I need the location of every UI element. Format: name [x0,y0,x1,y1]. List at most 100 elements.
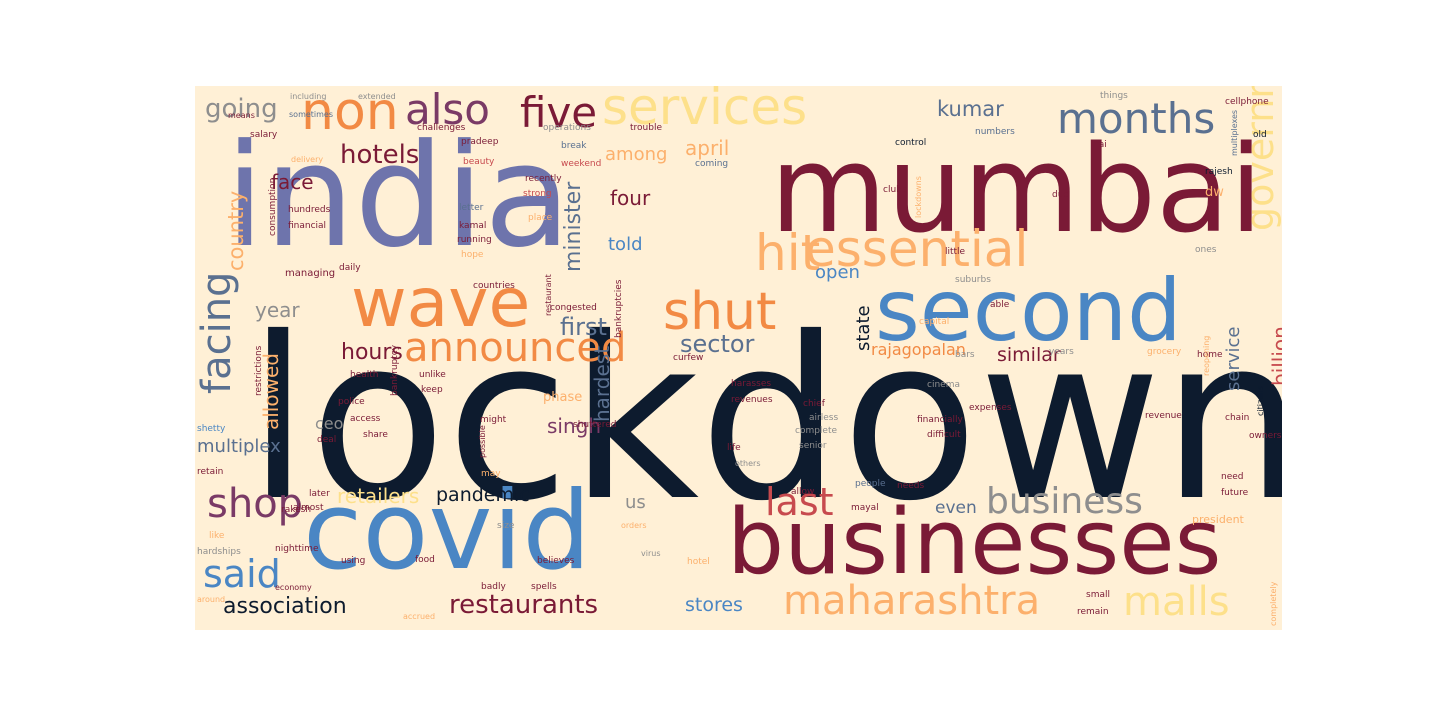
word-like: like [209,531,225,541]
word-lockdown: lockdown [247,289,1282,550]
word-health: health [350,370,379,380]
word-little: little [945,247,966,257]
word-control: control [895,138,927,148]
word-operations: operations [543,123,591,133]
word-hotel: hotel [687,557,710,567]
word-believes: believes [537,556,575,566]
word-trouble: trouble [630,123,662,133]
word-difficult: difficult [927,430,961,440]
word-allowed: allowed [259,353,283,430]
word-lockdowns: lockdowns [914,176,923,218]
word-dw: dw [1205,185,1224,200]
word-sector: sector [680,330,755,358]
word-revenue: revenue [1145,411,1182,421]
word-open: open [815,262,860,283]
word-able: able [990,300,1010,310]
word-shut: shut [663,282,777,342]
word-later: later [309,489,330,499]
word-hardships: hardships [197,547,241,557]
word-access: access [350,414,381,424]
word-hope: hope [461,250,484,260]
word-others: others [735,459,761,468]
word-virus: virus [641,549,661,558]
word-sometimes: sometimes [289,110,334,119]
word-numbers: numbers [975,127,1015,137]
word-around: around [197,595,226,604]
word-means: means [228,111,255,120]
word-shuttered: shuttered [573,420,617,430]
word-face: face [271,170,314,194]
word-harasses: harasses [731,379,772,389]
word-months: months [1057,94,1216,143]
word-chain: chain [1225,413,1250,423]
word-letter: letter [459,203,484,213]
word-completely: completely [1269,581,1278,626]
word-life: life [727,443,741,453]
word-police: police [338,397,365,407]
word-rai: rai [1095,140,1107,150]
word-coming: coming [695,159,729,169]
word-including: including [290,92,327,101]
word-mumbai: mumbai [770,121,1263,260]
word-congested: congested [550,303,597,313]
word-curfew: curfew [673,353,704,363]
word-businesses: businesses [727,490,1222,595]
word-nighttime: nighttime [275,544,319,554]
word-home: home [1197,350,1223,360]
word-bars: bars [955,350,975,360]
word-chief: chief [803,399,825,409]
word-announced: announced [404,325,627,371]
word-weekend: weekend [561,159,602,169]
word-similar: similar [997,344,1061,366]
word-last: last [765,480,834,524]
word-among: among [605,144,668,165]
word-malls: malls [1123,579,1230,625]
word-retailers: retailers [337,484,420,508]
word-unlike: unlike [419,370,446,380]
word-said: said [203,552,281,596]
word-food: food [415,555,435,565]
word-financially: financially [917,415,963,425]
word-spells: spells [531,582,557,592]
word-kamal: kamal [459,221,487,231]
word-small: small [1086,590,1110,600]
word-also: also [405,86,490,134]
word-beauty: beauty [463,157,495,167]
word-grocery: grocery [1147,347,1182,357]
word-bankruptcies: bankruptcies [614,279,624,338]
word-multiplex: multiplex [197,436,281,457]
word-consumption: consumption [268,177,278,236]
word-five: five [520,88,598,137]
word-even: even [935,498,977,518]
word-singh: singh [547,414,602,438]
word-shop: shop [207,481,304,527]
word-airless: airless [809,413,839,423]
word-second: second [875,261,1182,361]
word-running: running [457,235,492,245]
word-using: using [341,556,366,566]
word-complete: complete [795,426,838,436]
word-phase: phase [543,390,583,405]
word-minister: minister [561,181,586,272]
word-president: president [1192,513,1244,526]
word-shetty: shetty [197,424,226,434]
word-country: country [224,190,248,271]
word-remain: remain [1077,607,1109,617]
word-salary: salary [250,130,278,140]
word-hit: hit [755,224,821,282]
word-expenses: expenses [969,403,1012,413]
word-ceo: ceo [315,414,344,433]
word-might: might [480,415,507,425]
word-business: business [986,481,1143,522]
word-need: need [1221,472,1244,482]
word-challenges: challenges [417,123,466,133]
word-accrued: accrued [403,612,436,621]
word-four: four [610,186,651,210]
word-rakesh: rakesh [281,505,312,515]
word-almost: almost [293,503,324,513]
word-clubs: clubs [883,185,907,195]
word-reopening: reopening [1202,335,1211,376]
word-orders: orders [621,521,647,530]
word-due: due [1052,190,1069,200]
word-stores: stores [685,594,743,616]
